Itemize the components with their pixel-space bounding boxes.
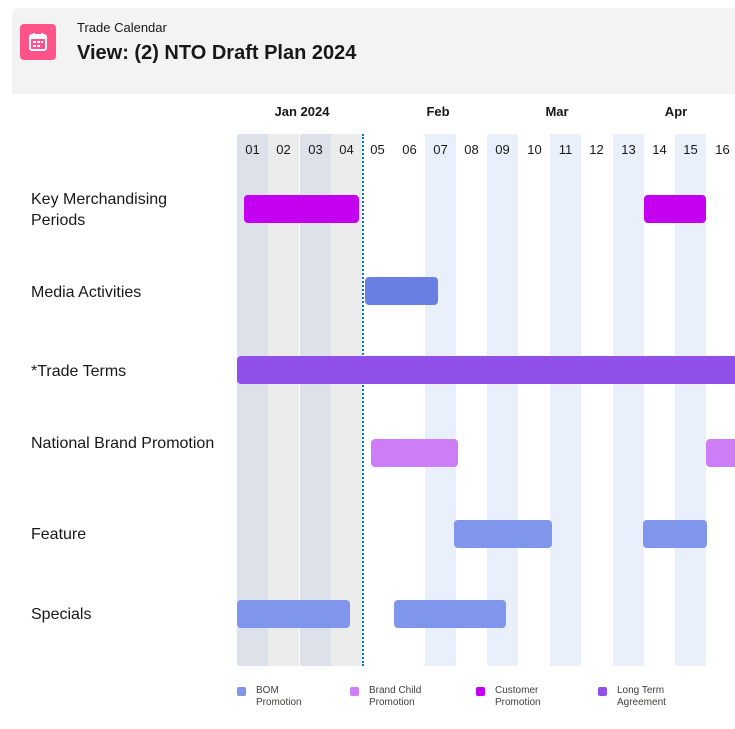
legend-swatch-long-term <box>598 687 607 696</box>
event-bar-customer-promotion[interactable] <box>244 195 359 223</box>
event-bar-bom-promotion[interactable] <box>237 600 350 628</box>
row-label-trade-terms: *Trade Terms <box>31 363 127 380</box>
page-header <box>12 8 735 94</box>
calendar-icon <box>29 33 47 51</box>
row-label-key-merchandising: Key Merchandising Periods <box>31 191 168 229</box>
event-bar-bom-promotion[interactable] <box>454 520 552 548</box>
legend-swatch-brand-child <box>350 687 359 696</box>
week-label: 13 <box>621 142 636 157</box>
legend-text: Agreement <box>617 697 666 708</box>
legend-text: Promotion <box>369 697 415 708</box>
row-label-feature: Feature <box>31 526 87 543</box>
week-column <box>707 134 735 666</box>
week-column <box>394 134 425 666</box>
week-label: 16 <box>715 142 730 157</box>
week-label: 11 <box>558 142 573 157</box>
week-column <box>456 134 487 666</box>
week-label: 12 <box>589 142 604 157</box>
week-column <box>362 134 393 666</box>
week-label: 09 <box>495 142 510 157</box>
today-marker <box>362 134 364 666</box>
legend-text: BOM <box>256 685 279 696</box>
week-label: 06 <box>402 142 417 157</box>
row-label-specials: Specials <box>31 606 92 623</box>
legend-label-bom: BOM Promotion <box>256 685 302 709</box>
page-title: View: (2) NTO Draft Plan 2024 <box>77 42 357 64</box>
event-bar-brand-child-promotion[interactable] <box>706 439 735 467</box>
week-label: 05 <box>370 142 385 157</box>
legend-text: Customer <box>495 685 539 696</box>
event-bar-long-term-agreement[interactable] <box>237 356 735 384</box>
header-eyebrow: Trade Calendar <box>77 20 167 35</box>
legend-swatch-customer <box>476 687 485 696</box>
week-label: 07 <box>433 142 448 157</box>
month-label-apr: Apr <box>664 104 688 119</box>
week-label: 14 <box>652 142 667 157</box>
legend-text: Promotion <box>256 697 302 708</box>
week-column <box>487 134 518 666</box>
legend-text: Promotion <box>495 697 541 708</box>
event-bar-brand-child-promotion[interactable] <box>371 439 458 467</box>
week-column <box>550 134 581 666</box>
event-bar-media-activity[interactable] <box>365 277 438 305</box>
legend-text: Long Term <box>617 685 665 696</box>
legend-swatch-bom <box>237 687 246 696</box>
week-column <box>613 134 644 666</box>
week-label: 01 <box>245 142 260 157</box>
app-icon <box>20 24 56 60</box>
week-label: 10 <box>527 142 542 157</box>
month-label-mar: Mar <box>545 104 569 119</box>
week-label: 04 <box>339 142 354 157</box>
week-column <box>519 134 550 666</box>
legend-label-customer: Customer Promotion <box>495 685 541 709</box>
week-column <box>581 134 612 666</box>
legend-text: Brand Child <box>369 685 422 696</box>
month-label-feb: Feb <box>426 104 450 119</box>
week-label: 03 <box>308 142 323 157</box>
legend-label-brand-child: Brand Child Promotion <box>369 685 421 709</box>
week-label: 02 <box>276 142 291 157</box>
event-bar-bom-promotion[interactable] <box>643 520 707 548</box>
row-label-national-brand-promotion: National Brand Promotion <box>31 435 215 452</box>
month-label-jan: Jan 2024 <box>274 104 330 119</box>
event-bar-customer-promotion[interactable] <box>644 195 706 223</box>
week-label: 08 <box>464 142 479 157</box>
legend-label-long-term: Long Term Agreement <box>617 685 666 709</box>
week-column <box>425 134 456 666</box>
event-bar-bom-promotion[interactable] <box>394 600 506 628</box>
row-label-media-activities: Media Activities <box>31 284 142 301</box>
week-label: 15 <box>683 142 698 157</box>
